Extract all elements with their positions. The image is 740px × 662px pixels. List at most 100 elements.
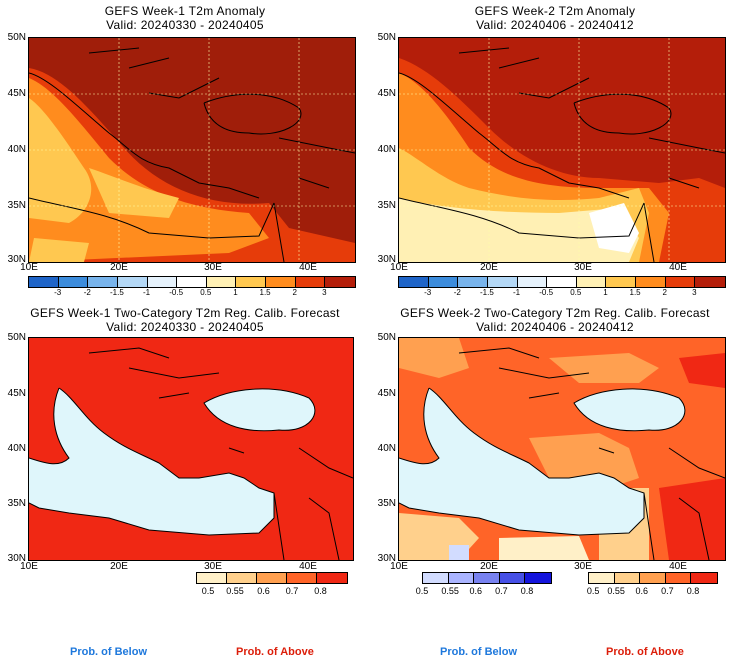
- colorbar-swatch: [547, 277, 577, 287]
- colorbar-swatch: [197, 573, 227, 583]
- colorbar-tick: 3: [692, 288, 697, 297]
- colorbar-swatch: [576, 277, 607, 287]
- colorbar-swatch: [589, 573, 615, 583]
- lat-label: 35N: [7, 498, 26, 509]
- colorbar-swatch: [295, 277, 326, 287]
- lat-label: 40N: [7, 443, 26, 454]
- colorbar-tick: 0.8: [314, 586, 327, 596]
- panel-week2-probability: GEFS Week-2 Two-Category T2m Reg. Calib.…: [370, 300, 740, 662]
- lon-label: 10E: [20, 561, 38, 572]
- colorbar-swatch: [88, 277, 118, 287]
- lat-label: 30N: [377, 254, 396, 265]
- panel-title: GEFS Week-2 Two-Category T2m Reg. Calib.…: [400, 306, 710, 320]
- colorbar-tick: 0.55: [226, 586, 244, 596]
- lat-label: 40N: [377, 144, 396, 155]
- anomaly-colorbar: [28, 276, 356, 288]
- lat-label: 45N: [7, 88, 26, 99]
- colorbar-tick: -1: [142, 288, 151, 297]
- colorbar-swatch: [428, 277, 459, 287]
- above-colorbar-ticks: 0.5 0.55 0.6 0.7 0.8: [196, 586, 346, 598]
- lon-label: 10E: [390, 262, 408, 273]
- panel-valid-date: Valid: 20240330 - 20240405: [106, 320, 264, 334]
- colorbar-swatch: [266, 277, 296, 287]
- colorbar-tick: 0.5: [200, 288, 212, 297]
- colorbar-swatch: [525, 573, 551, 583]
- panel-valid-date: Valid: 20240406 - 20240412: [476, 320, 634, 334]
- lat-label: 40N: [7, 144, 26, 155]
- panel-title: GEFS Week-2 T2m Anomaly: [474, 4, 636, 18]
- anomaly-colorbar: [398, 276, 726, 288]
- prob-below-label: Prob. of Below: [440, 646, 517, 658]
- probability-map: [28, 337, 354, 561]
- lat-label: 50N: [377, 332, 396, 343]
- colorbar-swatch: [257, 573, 287, 583]
- lat-label: 30N: [7, 254, 26, 265]
- lat-label: 45N: [7, 388, 26, 399]
- lat-label: 45N: [377, 88, 396, 99]
- lat-label: 50N: [377, 32, 396, 43]
- lat-label: 45N: [377, 388, 396, 399]
- colorbar-tick: -3: [424, 288, 432, 297]
- lon-label: 20E: [480, 262, 498, 273]
- lon-label: 10E: [20, 262, 38, 273]
- panel-week2-anomaly: GEFS Week-2 T2m Anomaly Valid: 20240406 …: [370, 0, 740, 300]
- colorbar-tick: -0.5: [539, 288, 554, 297]
- colorbar-swatch: [665, 573, 692, 583]
- colorbar-swatch: [317, 573, 347, 583]
- lon-label: 30E: [204, 561, 222, 572]
- above-colorbar-ticks: 0.5 0.55 0.6 0.7 0.8: [586, 586, 716, 598]
- colorbar-tick: 0.5: [586, 586, 600, 596]
- prob-above-label: Prob. of Above: [236, 646, 314, 658]
- colorbar-swatch: [517, 277, 548, 287]
- colorbar-tick: 0.8: [686, 586, 700, 596]
- colorbar-tick: 0.7: [285, 586, 299, 596]
- colorbar-swatch: [448, 573, 475, 583]
- lon-label: 20E: [110, 262, 128, 273]
- colorbar-tick: -0.5: [169, 288, 184, 297]
- colorbar-swatch: [287, 573, 317, 583]
- probability-map: [398, 337, 726, 561]
- colorbar-swatch: [177, 277, 207, 287]
- colorbar-swatch: [640, 573, 666, 583]
- colorbar-swatch: [117, 277, 148, 287]
- colorbar-swatch: [236, 277, 266, 287]
- lon-label: 30E: [574, 262, 592, 273]
- colorbar-swatch: [487, 277, 518, 287]
- prob-below-label: Prob. of Below: [70, 646, 147, 658]
- lat-label: 35N: [7, 200, 26, 211]
- above-colorbar: [588, 572, 718, 584]
- lon-label: 20E: [480, 561, 498, 572]
- colorbar-tick: -1.5: [479, 288, 494, 297]
- lon-label: 10E: [390, 561, 408, 572]
- colorbar-tick: 1: [603, 288, 608, 297]
- colorbar-swatch: [606, 277, 636, 287]
- colorbar-tick: -2: [83, 288, 91, 297]
- colorbar-tick: 0.6: [469, 586, 483, 596]
- lon-label: 40E: [669, 262, 687, 273]
- colorbar-swatch: [399, 277, 429, 287]
- colorbar-swatch: [665, 277, 696, 287]
- below-colorbar: [422, 572, 552, 584]
- colorbar-tick: 1.5: [259, 288, 271, 297]
- anomaly-map: [398, 37, 726, 263]
- colorbar-tick: 0.55: [441, 586, 459, 596]
- above-colorbar: [196, 572, 348, 584]
- colorbar-tick: -3: [54, 288, 62, 297]
- colorbar-swatch: [614, 573, 641, 583]
- anomaly-colorbar-ticks: -3 -2 -1.5 -1 -0.5 0.5 1 1.5 2 3: [28, 288, 354, 298]
- colorbar-tick: -1: [512, 288, 521, 297]
- panel-week1-probability: GEFS Week-1 Two-Category T2m Reg. Calib.…: [0, 300, 370, 662]
- panel-title: GEFS Week-1 T2m Anomaly: [104, 4, 266, 18]
- below-colorbar-ticks: 0.5 0.55 0.6 0.7 0.8: [416, 586, 550, 598]
- colorbar-swatch: [458, 277, 488, 287]
- colorbar-tick: 0.8: [520, 586, 534, 596]
- panel-valid-date: Valid: 20240330 - 20240405: [106, 18, 264, 32]
- lon-label: 40E: [299, 561, 317, 572]
- lon-label: 40E: [669, 561, 687, 572]
- anomaly-colorbar-ticks: -3 -2 -1.5 -1 -0.5 0.5 1 1.5 2 3: [398, 288, 724, 298]
- lon-label: 30E: [204, 262, 222, 273]
- lat-label: 35N: [377, 200, 396, 211]
- lat-label: 30N: [7, 553, 26, 564]
- colorbar-swatch: [325, 277, 355, 287]
- lat-label: 40N: [377, 443, 396, 454]
